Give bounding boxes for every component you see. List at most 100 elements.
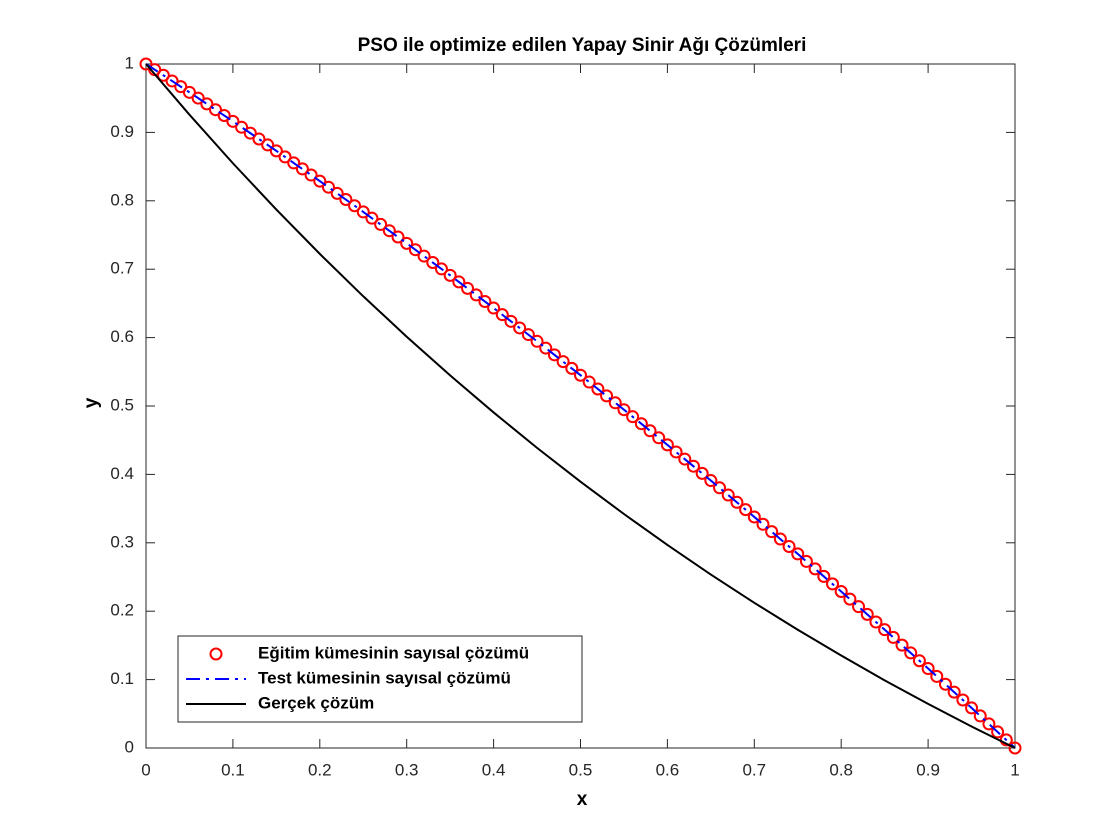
data-point: [365, 211, 379, 225]
data-point: [713, 481, 727, 495]
data-point: [895, 638, 909, 652]
data-point: [348, 199, 362, 213]
legend: Eğitim kümesinin sayısal çözümü Test küme…: [177, 635, 583, 723]
x-axis-label: x: [577, 789, 588, 810]
x-tick-label: 0.2: [308, 760, 332, 779]
data-point: [991, 725, 1005, 739]
data-point: [443, 268, 457, 282]
data-point: [156, 68, 170, 82]
data-point: [817, 569, 831, 583]
data-point: [374, 217, 388, 231]
data-point: [686, 459, 700, 473]
x-tick-label: 0.1: [221, 760, 245, 779]
series-line: [145, 63, 1016, 749]
legend-label: Gerçek çözüm: [258, 693, 374, 712]
data-point: [921, 662, 935, 676]
data-point: [556, 355, 570, 369]
data-point: [695, 466, 709, 480]
data-point: [938, 677, 952, 691]
data-point: [339, 193, 353, 207]
x-tick-label: 0: [141, 760, 150, 779]
data-point: [808, 562, 822, 576]
data-point: [912, 654, 926, 668]
y-tick-label: 0.7: [110, 259, 134, 278]
data-point: [452, 275, 466, 289]
data-point: [321, 180, 335, 194]
data-point: [852, 600, 866, 614]
data-point: [843, 592, 857, 606]
data-point: [765, 525, 779, 539]
chart-title: PSO ile optimize edilen Yapay Sinir Ağı …: [358, 35, 807, 56]
x-tick-label: 1: [1010, 760, 1019, 779]
y-tick-label: 0.5: [110, 395, 134, 414]
data-point: [235, 120, 249, 134]
data-point: [174, 80, 188, 94]
data-point: [209, 103, 223, 117]
data-point: [617, 403, 631, 417]
data-point: [678, 452, 692, 466]
data-point: [634, 417, 648, 431]
data-point: [313, 174, 327, 188]
plot-frame: [145, 63, 1016, 749]
data-point: [904, 646, 918, 660]
legend-label: Eğitim kümesinin sayısal çözümü: [258, 643, 529, 662]
y-tick-label: 0: [125, 737, 134, 756]
data-point: [878, 623, 892, 637]
data-point: [643, 424, 657, 438]
y-tick-label: 0.9: [110, 122, 134, 141]
data-point: [382, 224, 396, 238]
data-point: [834, 585, 848, 599]
data-point: [730, 495, 744, 509]
data-point: [461, 281, 475, 295]
data-point: [947, 685, 961, 699]
data-point: [721, 488, 735, 502]
data-point: [669, 445, 683, 459]
data-point: [226, 114, 240, 128]
x-tick-label: 0.7: [742, 760, 766, 779]
data-point: [539, 341, 553, 355]
data-point: [217, 109, 231, 123]
data-point: [799, 554, 813, 568]
data-point: [495, 308, 509, 322]
data-point: [243, 126, 257, 140]
data-point: [200, 97, 214, 111]
data-point: [417, 249, 431, 263]
x-tick-label: 0.4: [482, 760, 506, 779]
y-tick-label: 0.1: [110, 669, 134, 688]
data-point: [391, 230, 405, 244]
data-point: [478, 294, 492, 308]
data-point: [408, 243, 422, 257]
x-tick-label: 0.8: [829, 760, 853, 779]
data-point: [287, 156, 301, 170]
data-point: [600, 389, 614, 403]
data-point: [278, 150, 292, 164]
y-tick-label: 1: [125, 53, 134, 72]
data-point: [261, 138, 275, 152]
data-point: [574, 368, 587, 382]
data-point: [434, 262, 448, 276]
data-point: [165, 74, 179, 88]
x-tick-label: 0.3: [395, 760, 419, 779]
data-point: [330, 186, 344, 200]
data-point: [400, 236, 414, 250]
data-point: [739, 503, 753, 517]
data-point: [182, 85, 196, 99]
data-point: [956, 693, 970, 707]
data-point: [626, 410, 640, 424]
y-tick-label: 0.4: [110, 464, 134, 483]
data-point: [295, 162, 309, 176]
data-point: [860, 607, 874, 621]
data-point: [756, 517, 770, 531]
data-point: [591, 382, 605, 396]
y-tick-label: 0.3: [110, 532, 134, 551]
series-line: [145, 63, 1016, 749]
data-point: [426, 255, 440, 269]
data-point: [869, 615, 883, 629]
data-point: [252, 132, 266, 146]
data-point: [886, 630, 900, 644]
data-point: [608, 396, 622, 410]
data-point: [521, 328, 535, 342]
data-point: [782, 539, 796, 553]
